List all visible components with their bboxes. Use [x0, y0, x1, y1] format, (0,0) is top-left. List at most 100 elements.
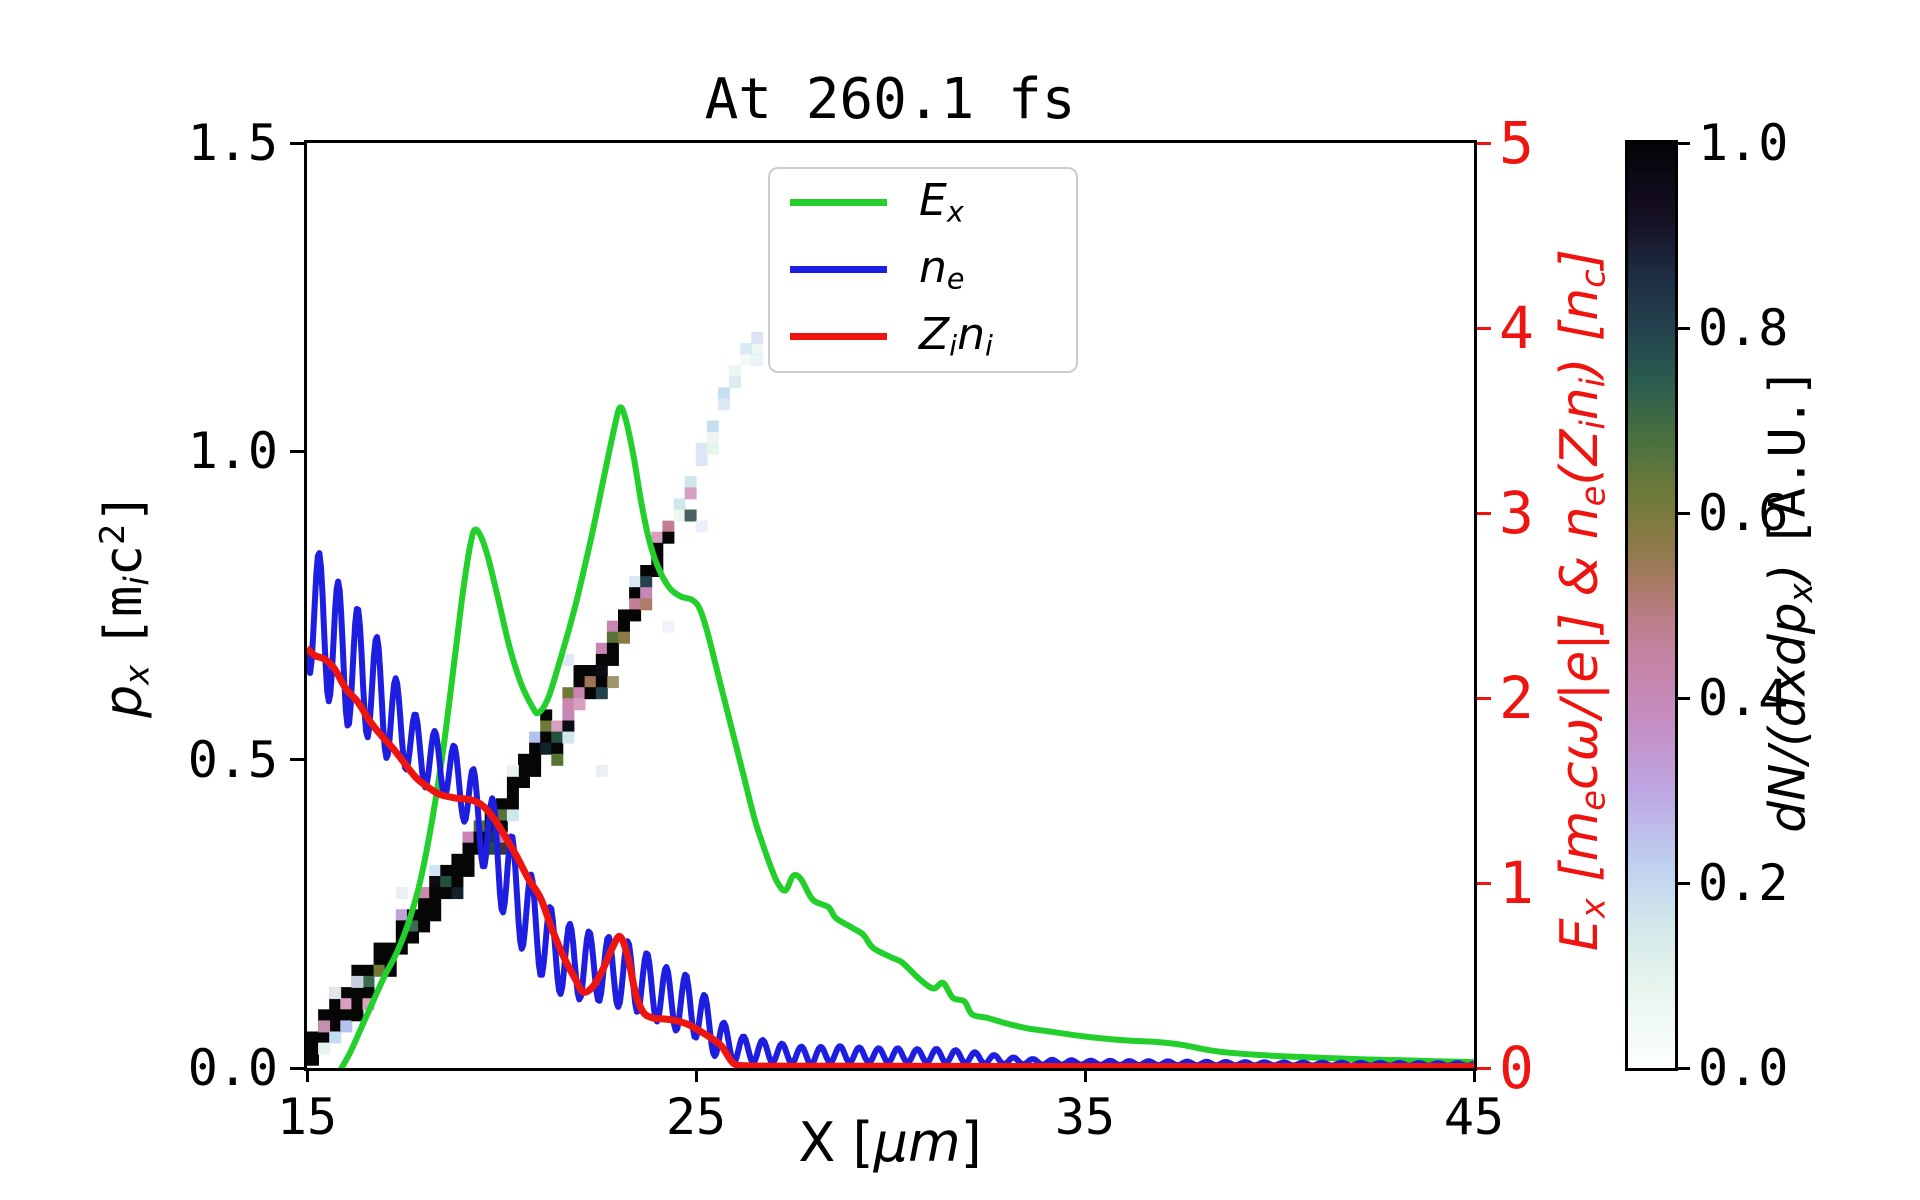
legend-label: Ex [919, 178, 964, 228]
legend-line-sample [790, 265, 887, 273]
colorbar-tick-mark [1678, 1066, 1690, 1070]
legend-line-sample [790, 198, 887, 206]
label-segment: ] [93, 492, 154, 524]
label-segment: c [1573, 269, 1613, 288]
colorbar-tick-mark [1678, 881, 1690, 885]
label-segment: e [946, 260, 965, 295]
colorbar-tick-label: 0.6 [1698, 484, 1789, 542]
label-segment: cω/|e|] & [1549, 539, 1610, 790]
x-tick-mark [694, 1068, 698, 1082]
x-tick-label: 45 [1443, 1088, 1505, 1146]
y-left-tick-label: 1.0 [187, 422, 278, 481]
x-tick-label: 25 [665, 1088, 727, 1146]
label-segment: dN [1758, 763, 1817, 833]
y-left-tick-mark [290, 449, 304, 453]
x-tick-mark [305, 1068, 309, 1082]
label-segment: n [919, 241, 947, 293]
y-right-tick-label: 5 [1499, 109, 1534, 177]
label-segment: c [93, 544, 154, 577]
label-segment: ) [1758, 547, 1817, 584]
label-segment: x [946, 193, 964, 228]
chart-canvas [307, 331, 1474, 1068]
colorbar-tick-mark [1678, 326, 1690, 330]
legend-box: Ex ne Zini [768, 167, 1078, 373]
y-right-tick-label: 3 [1499, 479, 1534, 547]
label-segment: [ [1549, 861, 1610, 899]
label-segment: m [1549, 810, 1610, 862]
y-right-tick-mark [1477, 141, 1491, 145]
label-segment: 2 [92, 523, 132, 545]
y-left-tick-label: 0.5 [187, 730, 278, 789]
x-tick-label: 35 [1054, 1088, 1116, 1146]
colorbar-tick-label: 1.0 [1698, 114, 1789, 172]
label-segment [94, 648, 154, 665]
y-left-tick-mark [290, 141, 304, 145]
legend-label: Zini [919, 312, 993, 362]
label-segment: e [1573, 485, 1613, 507]
label-segment: i [1573, 420, 1613, 430]
legend-label: ne [919, 245, 965, 295]
y-right-tick-label: 0 [1499, 1034, 1534, 1102]
y-right-tick-label: 1 [1499, 849, 1534, 917]
label-segment: i [117, 576, 157, 586]
y-axis-right-label: Ex [mecω/|e|] & ne(Zini) [nc] [1550, 249, 1613, 951]
label-segment: i [985, 327, 993, 362]
colorbar-tick-label: 0.2 [1698, 854, 1789, 912]
colorbar [1625, 140, 1678, 1071]
label-segment: n [1549, 506, 1610, 540]
label-segment: ) [ [1549, 320, 1610, 378]
legend-entry-Ex: Ex [790, 178, 964, 228]
y-right-tick-mark [1477, 881, 1491, 885]
x-tick-mark [1472, 1068, 1476, 1082]
y-left-tick-label: 1.5 [187, 114, 278, 172]
phase-space-band [307, 331, 764, 1066]
colorbar-tick-label: 0.4 [1698, 669, 1789, 727]
colorbar-label: dN/(dxdpx) [A.U.] [1759, 367, 1820, 833]
label-segment: i [1573, 377, 1613, 388]
label-segment: Z [1549, 429, 1610, 466]
label-segment: m [93, 585, 154, 617]
colorbar-tick-mark [1678, 141, 1690, 145]
zini-curve [307, 645, 1474, 1068]
y-right-tick-mark [1477, 1066, 1491, 1070]
plot-area [304, 140, 1477, 1071]
label-segment: n [1549, 287, 1610, 321]
label-segment: n [1549, 387, 1610, 421]
label-segment: X [ [798, 1111, 874, 1174]
label-segment: e [1573, 789, 1613, 811]
y-right-tick-mark [1477, 511, 1491, 515]
colorbar-tick-label: 0.0 [1698, 1039, 1789, 1097]
ex-curve [338, 404, 1474, 1068]
label-segment: [ [93, 616, 154, 649]
label-segment: /( [1758, 727, 1817, 764]
y-right-tick-mark [1477, 696, 1491, 700]
y-left-tick-mark [290, 758, 304, 762]
y-axis-left-label: px [mic2] [92, 492, 157, 718]
label-segment: ] [960, 1111, 982, 1174]
label-segment: E [1549, 918, 1610, 952]
legend-line-sample [790, 332, 887, 340]
y-left-tick-label: 0.0 [187, 1039, 278, 1097]
label-segment: n [957, 308, 985, 360]
label-segment: i [949, 327, 958, 362]
x-tick-label: 15 [276, 1088, 338, 1146]
label-segment: ] [1549, 248, 1610, 270]
y-left-tick-mark [290, 1066, 304, 1070]
x-tick-mark [1083, 1068, 1087, 1082]
label-segment: μm [873, 1111, 961, 1174]
legend-entry-ne: ne [790, 245, 965, 295]
label-segment: x [1781, 583, 1820, 603]
label-segment: Z [919, 308, 950, 360]
y-right-tick-label: 2 [1499, 664, 1534, 732]
chart-title: At 260.1 fs [704, 67, 1076, 132]
label-segment: x [1573, 898, 1613, 919]
label-segment: x [117, 664, 157, 685]
label-segment: p [93, 684, 154, 718]
colorbar-tick-mark [1678, 511, 1690, 515]
y-right-tick-mark [1477, 326, 1491, 330]
legend-entry-Zini: Zini [790, 312, 993, 362]
colorbar-tick-label: 0.8 [1698, 299, 1789, 357]
colorbar-tick-mark [1678, 696, 1690, 700]
label-segment: ( [1549, 465, 1610, 486]
